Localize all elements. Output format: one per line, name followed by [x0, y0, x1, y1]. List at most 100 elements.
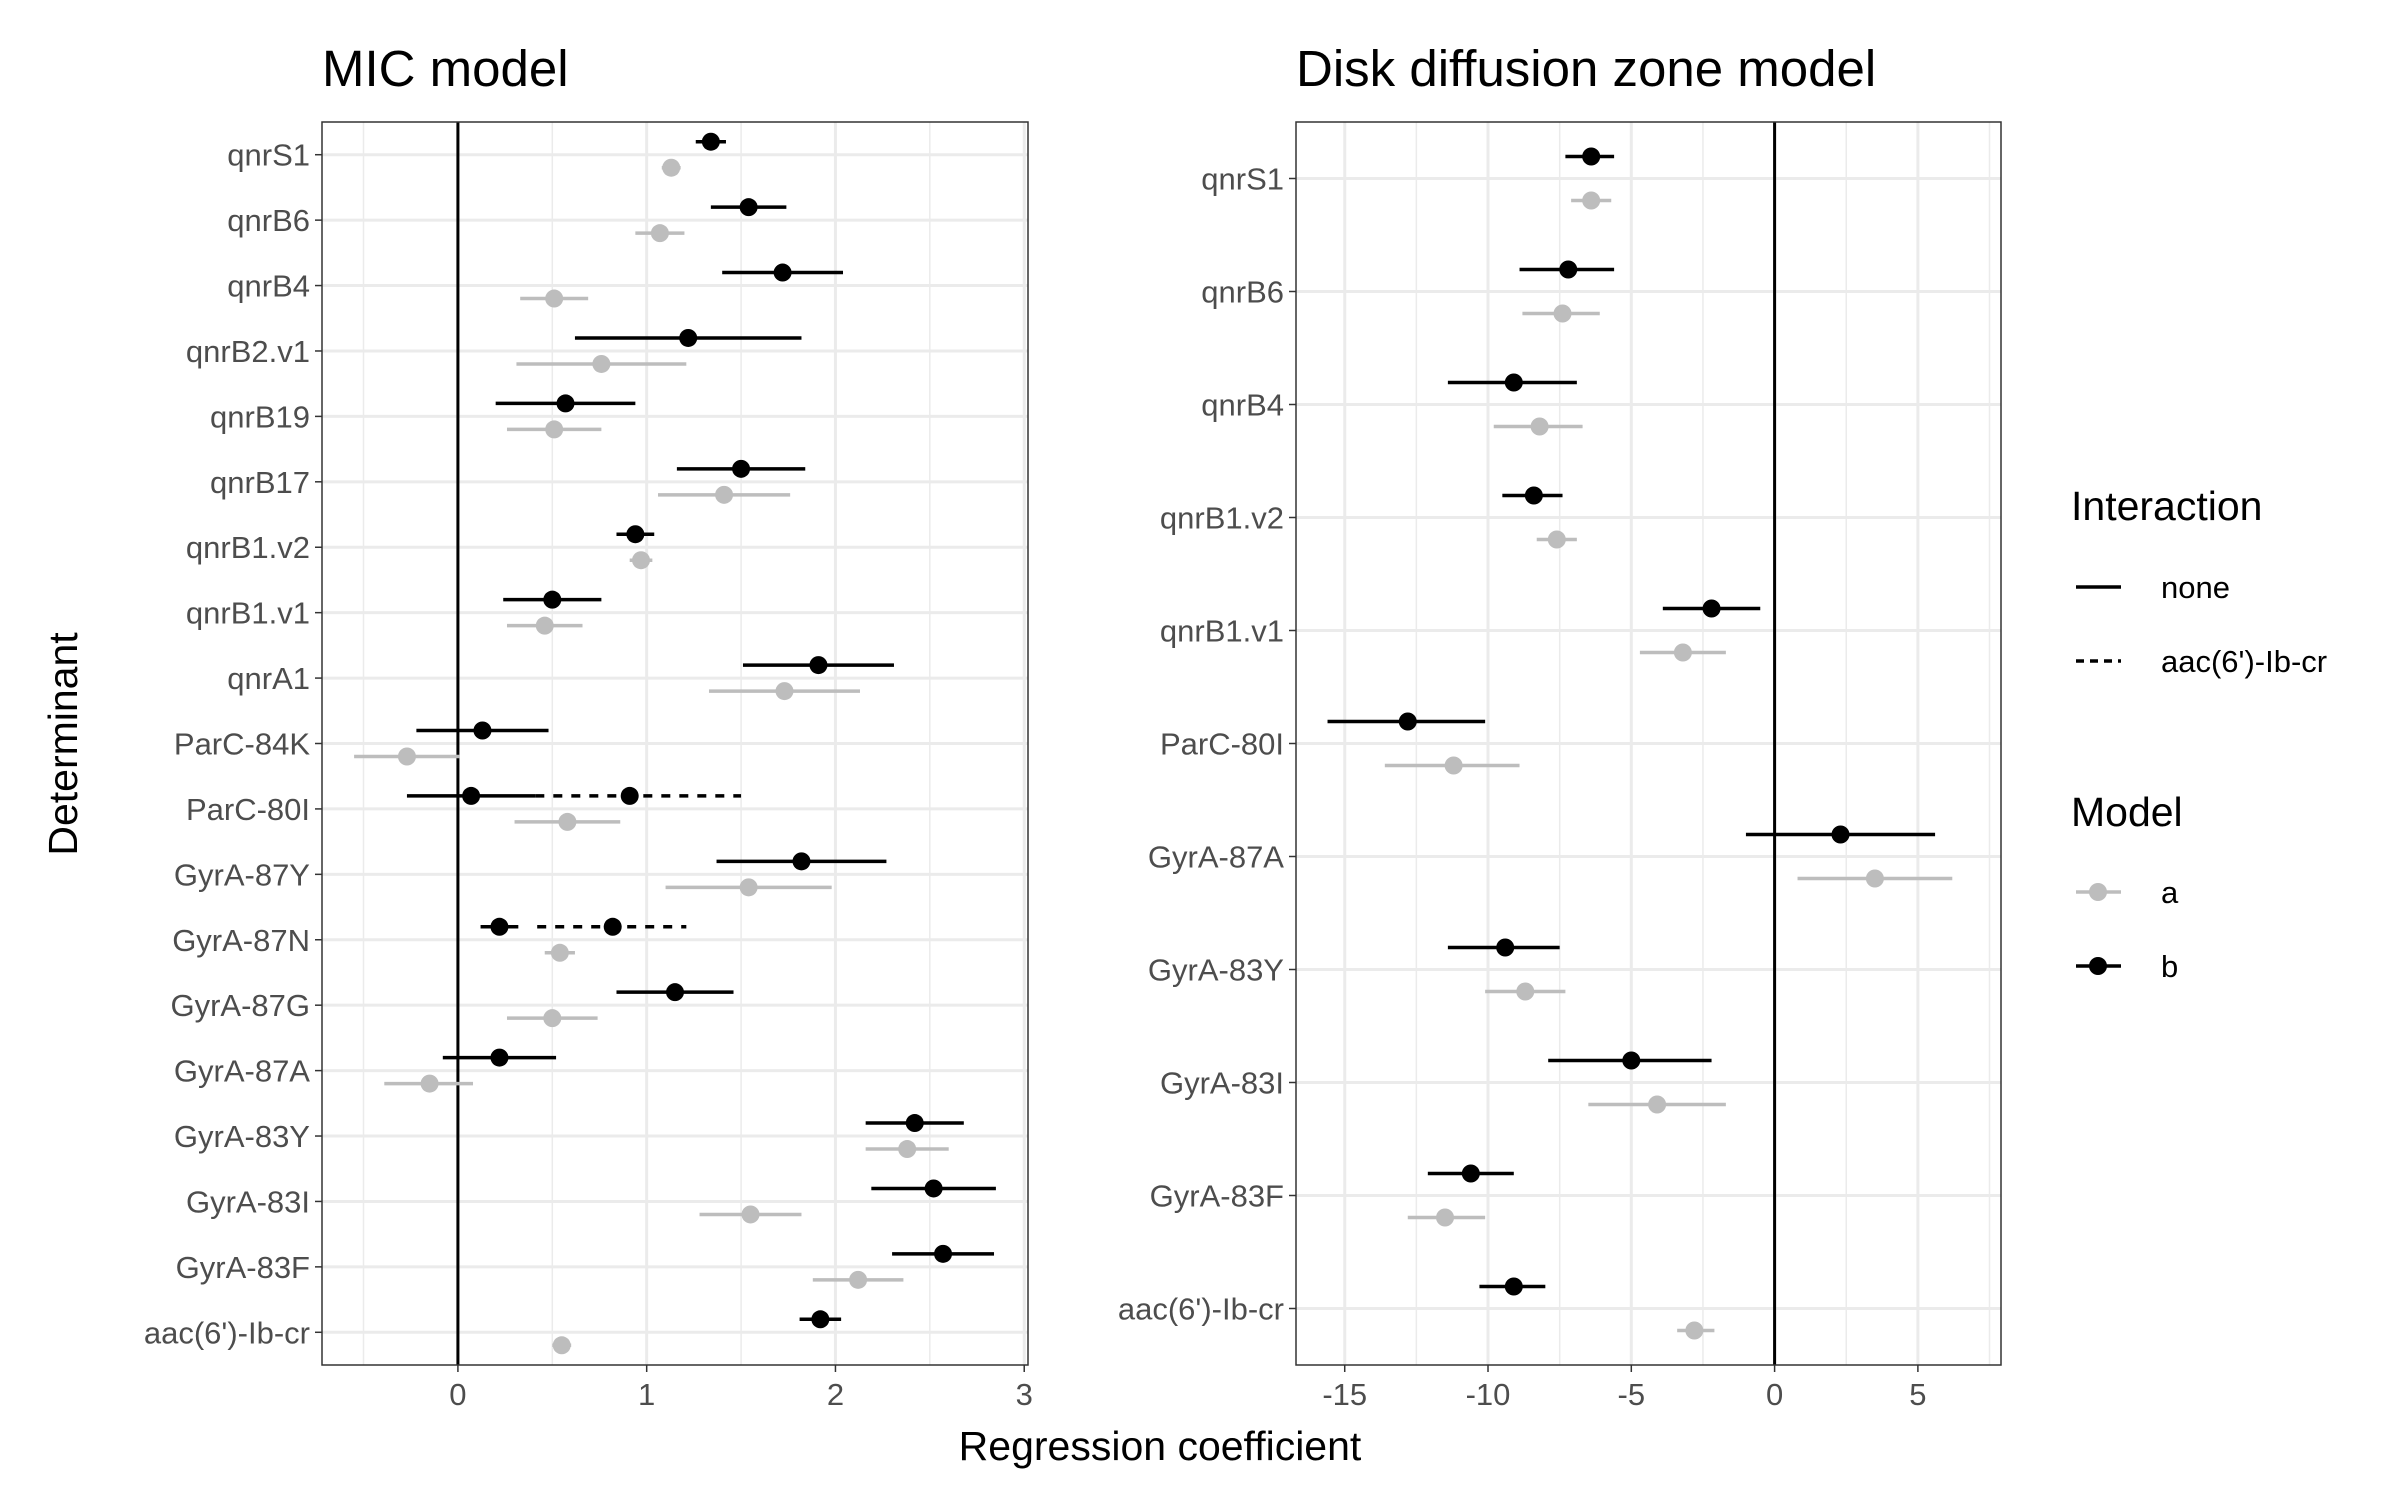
point-b-aac-6-ib-cr: [1504, 1277, 1523, 1296]
point-a-parc-80i: [1444, 756, 1463, 775]
y-tick-label: GyrA-83F: [1150, 1179, 1284, 1214]
point-a-qnrs1: [662, 158, 681, 177]
y-tick-label: qnrB4: [1201, 388, 1284, 423]
y-tick-label: GyrA-83Y: [1148, 953, 1284, 988]
y-tick-label: ParC-80I: [1160, 727, 1284, 762]
y-tick-label: GyrA-87A: [174, 1054, 310, 1089]
point-a-qnrb1-v1: [535, 616, 554, 635]
point-a-aac-6-ib-cr: [552, 1336, 571, 1355]
legend-label-model-a: a: [2161, 875, 2179, 910]
y-tick-label: GyrA-83I: [186, 1184, 310, 1219]
point-a-qnrb6: [650, 224, 669, 243]
mic-model-title: MIC model: [322, 40, 569, 97]
point-a-aac-6-ib-cr: [1685, 1321, 1704, 1340]
point-b-qnrb2-v1: [679, 328, 698, 347]
y-tick-label: qnrB19: [210, 399, 310, 434]
x-tick-label: -5: [1618, 1377, 1646, 1412]
point-b-gyra-87n: [490, 917, 509, 936]
point-b-qnra1: [809, 656, 828, 675]
point-a-parc-80i: [558, 812, 577, 831]
y-tick-label: qnrB4: [227, 269, 310, 304]
point-b-gyra-87a: [1831, 825, 1850, 844]
point-b-qnrb1-v2: [1524, 486, 1543, 505]
y-tick-label: qnrB1.v1: [1160, 614, 1284, 649]
legend-interaction-title: Interaction: [2071, 483, 2262, 529]
point-b-parc-84k: [473, 721, 492, 740]
legend-dot-model-b: [2089, 957, 2107, 975]
point-b-gyra-87g: [666, 983, 684, 1002]
point-a-qnrs1: [1582, 191, 1601, 210]
y-tick-label: aac(6')-Ib-cr: [1118, 1292, 1284, 1327]
x-tick-label: 3: [1016, 1377, 1033, 1412]
x-tick-label: 1: [638, 1377, 655, 1412]
disk-diffusion-panel: Disk diffusion zone model aac(6')-Ib-cr G…: [1118, 40, 2002, 1412]
point-b-gyra-87y: [792, 852, 811, 871]
x-tick-label: -15: [1322, 1377, 1367, 1412]
y-tick-label: aac(6')-Ib-cr: [144, 1315, 310, 1350]
point-a-gyra-87g: [543, 1009, 562, 1028]
point-a-gyra-83i: [741, 1205, 760, 1224]
point-b-qnrb4: [1504, 373, 1523, 392]
y-tick-label: qnrB17: [210, 465, 310, 500]
point-a-qnra1: [775, 682, 794, 701]
point-b-qnrb6: [739, 198, 758, 217]
point-a-qnrb6: [1553, 304, 1572, 323]
point-b-aac-6-ib-cr: [811, 1310, 830, 1329]
point-b-qnrb19: [556, 394, 575, 413]
y-tick-label: qnrB6: [1201, 275, 1284, 310]
point-a-gyra-87y: [739, 878, 758, 897]
point-b-gyra-87n: [603, 917, 622, 936]
point-a-gyra-87a: [1865, 869, 1884, 888]
point-a-gyra-87n: [550, 943, 569, 962]
x-axis-title: Regression coefficient: [959, 1423, 1362, 1469]
point-b-qnrb1-v2: [626, 525, 645, 544]
point-b-qnrb1-v1: [1702, 599, 1721, 618]
y-tick-label: GyrA-83F: [176, 1250, 310, 1285]
point-a-qnrb19: [545, 420, 564, 439]
point-a-gyra-83f: [849, 1270, 868, 1289]
point-a-gyra-83f: [1436, 1208, 1455, 1227]
y-tick-label: qnrB2.v1: [186, 334, 310, 369]
legend-model-title: Model: [2071, 789, 2183, 835]
disk-diffusion-title: Disk diffusion zone model: [1296, 40, 1876, 97]
y-tick-label: GyrA-83Y: [174, 1119, 310, 1154]
point-b-qnrs1: [701, 132, 720, 151]
point-a-qnrb1-v1: [1673, 643, 1692, 662]
point-a-gyra-83y: [898, 1140, 917, 1159]
point-b-qnrs1: [1582, 147, 1601, 166]
legend-label-aac: aac(6')-Ib-cr: [2161, 644, 2327, 679]
point-a-gyra-83i: [1648, 1095, 1667, 1114]
point-b-gyra-83y: [1496, 938, 1515, 957]
point-b-gyra-83f: [934, 1244, 953, 1263]
legend-label-model-b: b: [2161, 949, 2178, 984]
y-tick-label: qnrA1: [227, 661, 310, 696]
legend: Interaction none aac(6')-Ib-cr Model a b: [2071, 483, 2327, 984]
point-b-gyra-83i: [924, 1179, 943, 1198]
legend-dot-model-a: [2089, 883, 2107, 901]
point-a-gyra-83y: [1516, 982, 1535, 1001]
point-b-parc-80i: [462, 786, 481, 805]
point-a-parc-84k: [397, 747, 416, 766]
x-tick-label: 0: [1766, 1377, 1783, 1412]
point-a-gyra-87a: [420, 1074, 439, 1093]
point-b-parc-80i: [1398, 712, 1417, 731]
point-a-qnrb4: [545, 289, 564, 308]
x-tick-label: 0: [449, 1377, 466, 1412]
y-tick-label: qnrS1: [227, 138, 310, 173]
y-tick-label: GyrA-87N: [172, 923, 310, 958]
mic-model-panel: MIC model aac(6')-Ib-cr GyrA-83F GyrA-83I G…: [144, 40, 1033, 1412]
point-b-gyra-83f: [1461, 1164, 1480, 1183]
point-b-qnrb17: [732, 459, 751, 478]
point-b-gyra-83i: [1622, 1051, 1641, 1070]
y-tick-label: qnrB6: [227, 203, 310, 238]
x-tick-label: 5: [1909, 1377, 1926, 1412]
y-tick-label: ParC-84K: [174, 727, 310, 762]
y-tick-label: GyrA-87A: [1148, 840, 1284, 875]
point-b-gyra-87a: [490, 1048, 509, 1067]
point-a-qnrb1-v2: [632, 551, 651, 570]
point-b-parc-80i: [620, 786, 639, 805]
y-axis-title: Determinant: [40, 632, 86, 856]
point-a-qnrb2-v1: [592, 354, 611, 373]
point-b-gyra-83y: [905, 1114, 924, 1133]
